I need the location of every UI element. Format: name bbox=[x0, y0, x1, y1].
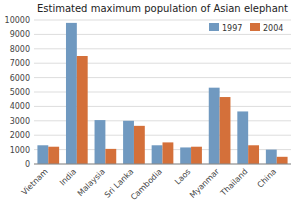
y-tick-label: 6000 bbox=[10, 74, 30, 83]
x-tick-label: Laos bbox=[173, 167, 192, 186]
x-axis-line bbox=[34, 164, 291, 165]
chart-container: Estimated maximum population of Asian el… bbox=[0, 0, 297, 206]
x-tick-label: Thailand bbox=[218, 167, 249, 198]
bar bbox=[277, 157, 288, 164]
title: Estimated maximum population of Asian el… bbox=[37, 3, 288, 14]
bar bbox=[152, 145, 163, 164]
y-tick-label: 10000 bbox=[5, 16, 30, 25]
y-tick-label: 3000 bbox=[10, 117, 30, 126]
bar bbox=[220, 97, 231, 164]
x-tick-label: Vietnam bbox=[20, 167, 50, 197]
x-tick-label: India bbox=[58, 167, 78, 187]
bar bbox=[163, 142, 174, 164]
y-tick-label: 8000 bbox=[10, 45, 30, 54]
x-tick-label: China bbox=[256, 167, 279, 190]
bar bbox=[48, 147, 59, 164]
bar bbox=[66, 23, 77, 164]
grid-line bbox=[34, 20, 291, 21]
y-tick-label: 1000 bbox=[10, 146, 30, 155]
y-tick-label: 5000 bbox=[10, 88, 30, 97]
bar bbox=[37, 145, 48, 164]
bar bbox=[77, 56, 88, 164]
bar bbox=[248, 145, 259, 164]
legend-swatch bbox=[209, 23, 219, 31]
bar bbox=[123, 121, 134, 164]
y-tick-label: 9000 bbox=[10, 30, 30, 39]
legend-background bbox=[206, 21, 290, 33]
y-tick-label: 2000 bbox=[10, 131, 30, 140]
legend-label: 2004 bbox=[263, 24, 283, 33]
y-tick-label: 0 bbox=[25, 160, 30, 169]
bar bbox=[209, 88, 220, 164]
y-tick-label: 7000 bbox=[10, 59, 30, 68]
legend-label: 1997 bbox=[222, 24, 242, 33]
bar bbox=[266, 150, 277, 164]
bar bbox=[134, 126, 145, 164]
bar bbox=[237, 111, 248, 164]
grid-line bbox=[34, 164, 291, 165]
bar bbox=[105, 149, 116, 164]
legend-swatch bbox=[250, 23, 260, 31]
x-tick-label: Cambodia bbox=[129, 167, 164, 202]
bar bbox=[180, 147, 191, 164]
y-tick-label: 4000 bbox=[10, 102, 30, 111]
bars bbox=[37, 23, 287, 164]
x-tick-label: Myanmar bbox=[188, 167, 221, 200]
bar bbox=[95, 120, 106, 164]
legend: 1997 2004 bbox=[206, 21, 290, 33]
bar bbox=[191, 147, 202, 164]
chart-svg: Estimated maximum population of Asian el… bbox=[0, 0, 297, 206]
